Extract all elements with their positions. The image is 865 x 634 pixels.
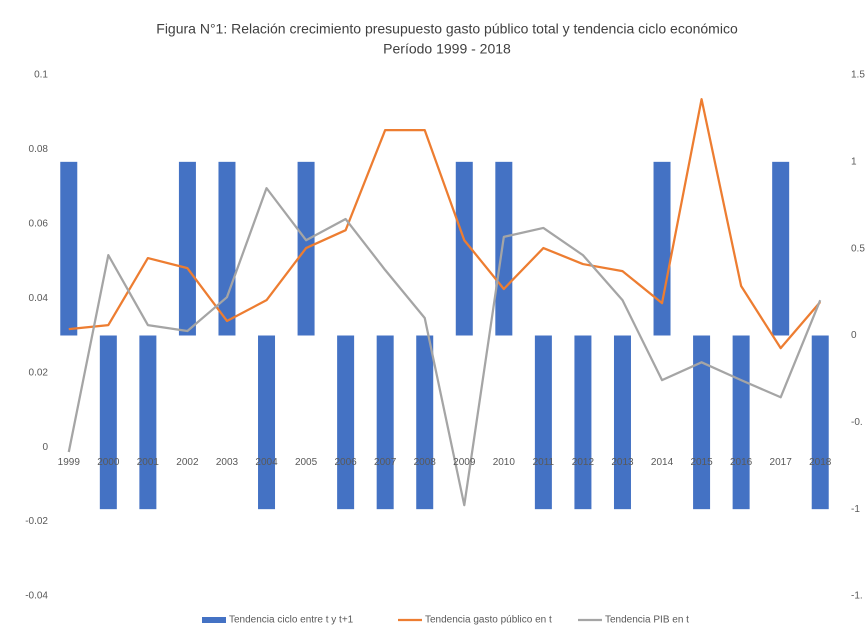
y-tick-label: 0.02: [29, 367, 49, 378]
bar: [574, 335, 592, 510]
y-tick-label: 0: [42, 442, 48, 453]
bar: [653, 161, 671, 336]
bar: [811, 335, 829, 510]
x-tick-label: 2005: [295, 457, 318, 468]
bar: [732, 335, 750, 510]
chart-title: Figura N°1: Relación crecimiento presupu…: [156, 21, 738, 37]
x-tick-label: 2011: [533, 457, 555, 468]
bar: [772, 161, 790, 336]
x-tick-label: 2010: [493, 457, 516, 468]
y-tick-label: -0.02: [25, 516, 48, 527]
chart-subtitle: Período 1999 - 2018: [383, 41, 511, 57]
x-tick-label: 2015: [690, 457, 713, 468]
bar: [218, 161, 236, 336]
y2-tick-label: 1.5: [851, 70, 865, 81]
x-tick-label: 2002: [176, 457, 199, 468]
line: [67, 187, 822, 507]
y2-tick-label: -1.: [851, 591, 863, 602]
bar: [693, 335, 711, 510]
bar: [455, 161, 473, 336]
x-tick-label: 2018: [809, 457, 832, 468]
bar: [613, 335, 631, 510]
bar: [139, 335, 157, 510]
x-tick-label: 2009: [453, 457, 476, 468]
y-tick-label: 0.06: [29, 218, 49, 229]
y2-tick-label: -1: [851, 504, 860, 515]
bar: [178, 161, 196, 336]
bar: [258, 335, 276, 510]
legend-label: Tendencia gasto público en t: [425, 615, 552, 626]
x-tick-label: 2006: [335, 457, 358, 468]
y2-tick-label: 1: [851, 156, 857, 167]
legend-swatch: [202, 617, 226, 623]
bar: [495, 161, 513, 336]
bar: [337, 335, 355, 510]
bar: [60, 161, 78, 336]
x-tick-label: 2004: [255, 457, 278, 468]
y-tick-label: 0.08: [29, 144, 49, 155]
bar: [416, 335, 434, 510]
line: [68, 98, 822, 350]
y-tick-label: 0.04: [29, 293, 49, 304]
x-tick-label: 2001: [137, 457, 160, 468]
x-tick-label: 2008: [414, 457, 437, 468]
x-tick-label: 2013: [611, 457, 634, 468]
x-tick-label: 2007: [374, 457, 397, 468]
y-tick-label: 0.1: [34, 70, 48, 81]
legend-label: Tendencia PIB en t: [605, 615, 689, 626]
x-tick-label: 2017: [770, 457, 793, 468]
y2-tick-label: -0.: [851, 417, 863, 428]
x-tick-label: 2016: [730, 457, 753, 468]
x-tick-label: 2014: [651, 457, 674, 468]
y2-tick-label: 0: [851, 330, 857, 341]
y2-tick-label: 0.5: [851, 243, 865, 254]
bar: [534, 335, 552, 510]
x-tick-label: 2003: [216, 457, 239, 468]
x-tick-label: 2012: [572, 457, 595, 468]
x-tick-label: 1999: [58, 457, 81, 468]
x-tick-label: 2000: [97, 457, 120, 468]
bar: [376, 335, 394, 510]
y-tick-label: -0.04: [25, 591, 48, 602]
bar: [99, 335, 117, 510]
legend-label: Tendencia ciclo entre t y t+1: [229, 615, 354, 626]
